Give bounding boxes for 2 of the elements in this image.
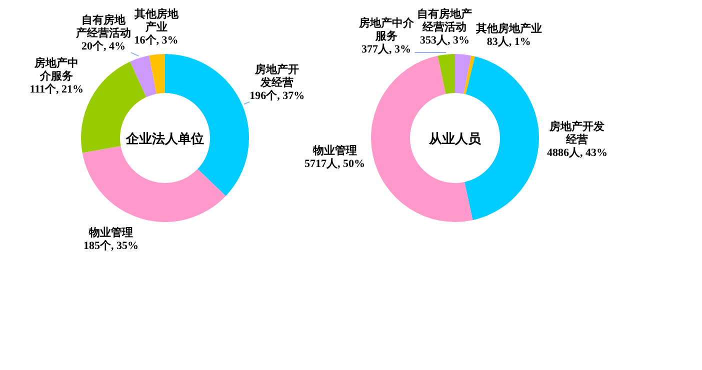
text: 企业法人单位 — [125, 131, 204, 146]
text: 从业人员 — [428, 131, 482, 146]
